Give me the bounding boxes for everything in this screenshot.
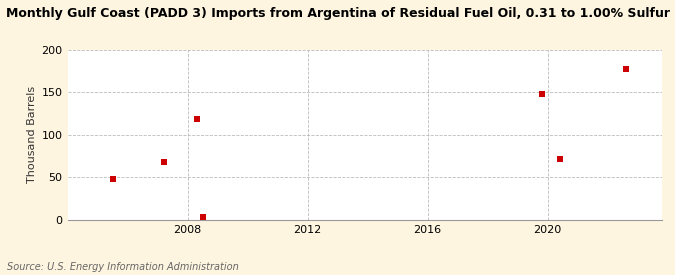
Point <box>158 160 169 164</box>
Text: Source: U.S. Energy Information Administration: Source: U.S. Energy Information Administ… <box>7 262 238 272</box>
Point <box>554 157 565 162</box>
Point <box>191 117 202 122</box>
Text: Monthly Gulf Coast (PADD 3) Imports from Argentina of Residual Fuel Oil, 0.31 to: Monthly Gulf Coast (PADD 3) Imports from… <box>5 7 670 20</box>
Y-axis label: Thousand Barrels: Thousand Barrels <box>28 86 37 183</box>
Point <box>197 215 208 220</box>
Point <box>620 67 631 71</box>
Point <box>536 92 547 96</box>
Point <box>107 177 118 181</box>
